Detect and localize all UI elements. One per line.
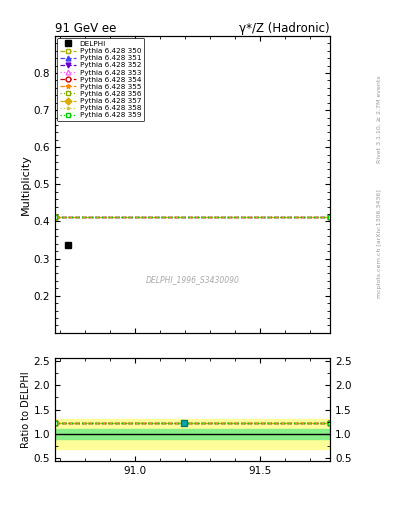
Text: mcplots.cern.ch [arXiv:1306.3436]: mcplots.cern.ch [arXiv:1306.3436] xyxy=(377,189,382,298)
Legend: DELPHI, Pythia 6.428 350, Pythia 6.428 351, Pythia 6.428 352, Pythia 6.428 353, : DELPHI, Pythia 6.428 350, Pythia 6.428 3… xyxy=(57,38,144,121)
Text: 91 GeV ee: 91 GeV ee xyxy=(55,22,116,35)
Y-axis label: Multiplicity: Multiplicity xyxy=(21,154,31,215)
Text: Rivet 3.1.10, ≥ 2.7M events: Rivet 3.1.10, ≥ 2.7M events xyxy=(377,75,382,163)
Bar xyxy=(55,419,330,449)
Bar xyxy=(55,429,330,439)
Text: γ*/Z (Hadronic): γ*/Z (Hadronic) xyxy=(239,22,330,35)
Text: DELPHI_1996_S3430090: DELPHI_1996_S3430090 xyxy=(146,275,239,284)
Y-axis label: Ratio to DELPHI: Ratio to DELPHI xyxy=(21,371,31,448)
